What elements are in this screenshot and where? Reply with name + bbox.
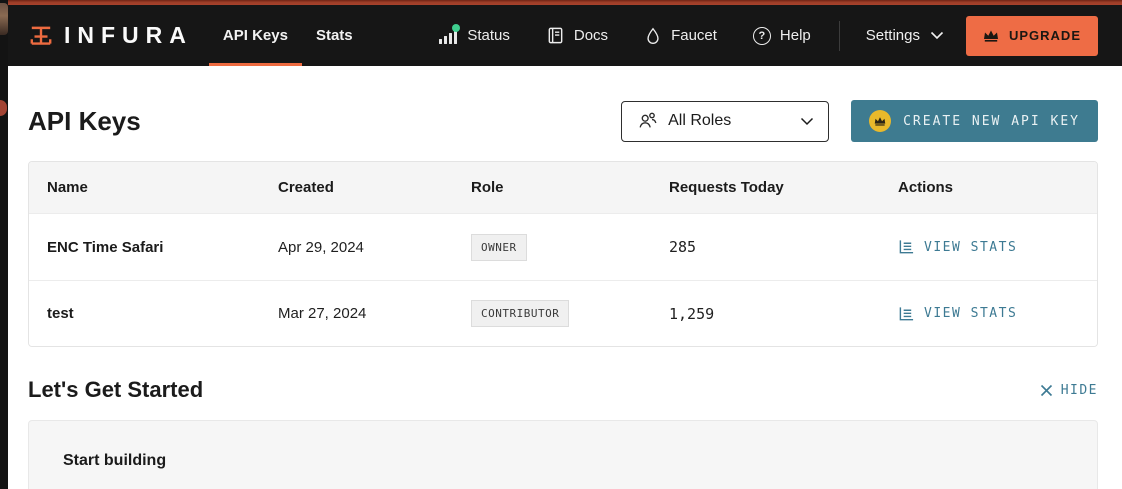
api-key-created: Apr 29, 2024 (278, 238, 364, 256)
infura-logo-text: INFURA (64, 22, 193, 48)
tab-api-keys-label: API Keys (222, 27, 288, 44)
api-keys-table: Name Created Role Requests Today Actions… (28, 161, 1098, 347)
page-title: API Keys (28, 105, 141, 136)
get-started-header: Let's Get Started HIDE (28, 377, 1098, 403)
main-content: API Keys All Roles (8, 66, 1122, 489)
nav-link-faucet-label: Faucet (671, 27, 717, 44)
roles-filter-value: All Roles (668, 112, 732, 129)
col-header-actions: Actions (898, 179, 954, 196)
role-badge: CONTRIBUTOR (471, 300, 570, 327)
nav-link-docs[interactable]: Docs (546, 26, 608, 45)
tab-stats[interactable]: Stats (302, 5, 367, 66)
roles-filter-select[interactable]: All Roles (621, 100, 830, 142)
nav-tabs: API Keys Stats (208, 5, 367, 66)
create-api-key-label: CREATE NEW API KEY (903, 113, 1080, 129)
status-bars-icon (438, 23, 461, 45)
view-stats-label: VIEW STATS (924, 239, 1018, 255)
close-x-icon (1040, 384, 1053, 397)
view-stats-label: VIEW STATS (924, 306, 1018, 321)
nav-link-docs-label: Docs (573, 27, 609, 44)
tab-api-keys[interactable]: API Keys (208, 5, 302, 66)
upgrade-button[interactable]: UPGRADE (965, 15, 1098, 56)
nav-link-status-label: Status (467, 27, 510, 44)
get-started-title: Let's Get Started (28, 377, 204, 402)
nav-link-help-label: Help (779, 27, 811, 44)
view-stats-link[interactable]: VIEW STATS (898, 306, 1017, 322)
chevron-down-icon (800, 117, 814, 126)
get-started-card: Start building (28, 420, 1098, 489)
page-header: API Keys All Roles (28, 100, 1098, 142)
left-screen-edge (0, 0, 8, 489)
stats-chart-icon (898, 306, 915, 322)
table-header-row: Name Created Role Requests Today Actions (29, 162, 1097, 214)
api-key-created: Mar 27, 2024 (278, 305, 367, 322)
api-key-name: test (47, 305, 74, 322)
infura-logo[interactable]: INFURA (28, 5, 193, 66)
requests-today: 1,259 (669, 304, 715, 323)
avatar-sliver (0, 3, 8, 35)
settings-label: Settings (865, 27, 920, 44)
table-row: ENC Time Safari Apr 29, 2024 OWNER 285 V… (29, 214, 1097, 280)
chevron-down-icon (930, 31, 944, 40)
header-actions: All Roles CREATE NEW API KEY (621, 100, 1098, 142)
role-badge: OWNER (471, 233, 527, 261)
table-row: test Mar 27, 2024 CONTRIBUTOR 1,259 VIEW… (29, 280, 1097, 346)
stats-chart-icon (898, 239, 915, 255)
nav-link-status[interactable]: Status (438, 23, 510, 45)
nav-links: Status Docs Faucet ? Help (438, 5, 811, 66)
hide-link[interactable]: HIDE (1040, 383, 1098, 398)
red-sliver (0, 100, 7, 116)
col-header-name: Name (47, 179, 88, 196)
nav-divider (838, 20, 840, 51)
top-navigation: INFURA API Keys Stats Status (8, 5, 1122, 66)
view-stats-link[interactable]: VIEW STATS (898, 239, 1017, 255)
start-building-title: Start building (63, 452, 167, 469)
requests-today: 285 (669, 238, 697, 256)
status-green-dot (452, 23, 461, 32)
col-header-created: Created (278, 179, 334, 196)
nav-link-faucet[interactable]: Faucet (644, 26, 717, 45)
nav-link-help[interactable]: ? Help (752, 26, 811, 45)
top-accent-bar (0, 0, 1122, 5)
hide-label: HIDE (1060, 382, 1098, 398)
col-header-role: Role (471, 179, 504, 196)
faucet-droplet-icon (644, 26, 662, 45)
create-api-key-button[interactable]: CREATE NEW API KEY (851, 100, 1098, 142)
crown-icon (983, 29, 999, 42)
help-question-icon: ? (752, 26, 771, 45)
api-key-name: ENC Time Safari (47, 238, 164, 256)
infura-logo-icon (28, 23, 54, 49)
docs-book-icon (546, 26, 565, 45)
tab-stats-label: Stats (315, 27, 353, 44)
crown-badge-icon (869, 110, 892, 132)
settings-menu[interactable]: Settings (866, 5, 944, 66)
users-group-icon (636, 111, 658, 131)
upgrade-button-label: UPGRADE (1008, 28, 1081, 43)
col-header-requests: Requests Today (669, 179, 784, 196)
